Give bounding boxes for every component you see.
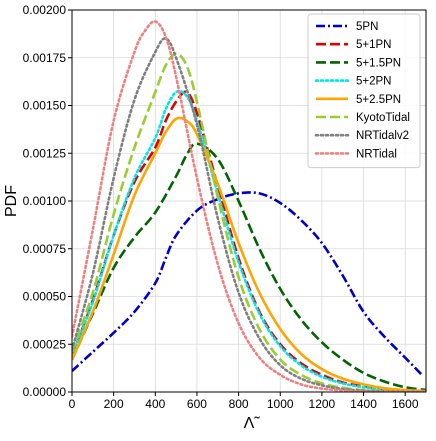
series-line-5-2-5pn [72, 116, 426, 392]
legend-label: 5+1PN [356, 39, 391, 51]
x-tick-label: 800 [229, 397, 249, 411]
legend: 5PN 5+1PN 5+1.5PN 5+2PN 5+2.5PN KyotoTidal NRT… [307, 13, 421, 169]
legend-box [307, 13, 421, 169]
x-tick-label: 1400 [350, 397, 377, 411]
y-tick-label: 0.00200 [23, 3, 67, 17]
x-tick-label: 0 [69, 397, 76, 411]
series-line-5pn [72, 191, 423, 376]
legend-label: 5PN [356, 21, 378, 33]
legend-label: NRTidal [356, 148, 397, 160]
x-tick-label: 1000 [267, 397, 294, 411]
x-tick-label: 400 [145, 397, 165, 411]
series-line-5-1-5pn [72, 142, 426, 392]
x-tick-label: 1200 [309, 397, 336, 411]
legend-label: KyotoTidal [356, 112, 410, 124]
y-tick-label: 0.00000 [23, 385, 67, 399]
y-tick-label: 0.00025 [23, 337, 67, 351]
legend-label: 5+1.5PN [356, 57, 401, 69]
x-axis-ticks: 0 200 400 600 800 1000 1200 1400 1600 [69, 392, 419, 411]
x-tick-label: 200 [104, 397, 124, 411]
series-line-nrtidal [72, 20, 426, 392]
y-axis-title: PDF [3, 185, 20, 217]
legend-label: NRTidalv2 [356, 130, 409, 142]
y-tick-label: 0.00075 [23, 242, 67, 256]
x-tick-label: 600 [187, 397, 207, 411]
y-tick-label: 0.00125 [23, 146, 67, 160]
y-tick-label: 0.00100 [23, 194, 67, 208]
series-line-5-2pn [72, 89, 426, 392]
y-tick-label: 0.00050 [23, 290, 67, 304]
series-lines [72, 20, 426, 392]
legend-label: 5+2.5PN [356, 94, 401, 106]
x-tick-label: 1600 [392, 397, 419, 411]
y-tick-label: 0.00150 [23, 99, 67, 113]
legend-label: 5+2PN [356, 76, 391, 88]
y-axis-ticks: 0.00000 0.00025 0.00050 0.00075 0.00100 0.001… [23, 3, 72, 399]
y-tick-label: 0.00175 [23, 51, 67, 65]
